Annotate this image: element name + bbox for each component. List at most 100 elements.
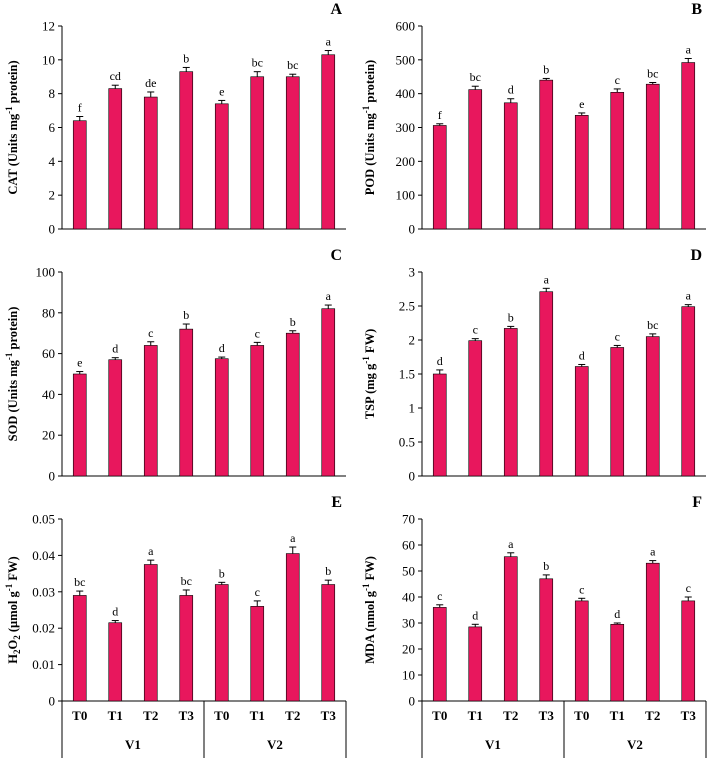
panel-f-bar — [503, 556, 518, 702]
panel-f-significance-letter: d — [614, 607, 620, 621]
panel-f-y-tick-label: 10 — [402, 668, 415, 683]
panel-b-significance-letter: a — [686, 42, 692, 56]
panel-b-panel-label: B — [691, 1, 702, 18]
panel-f-significance-letter: c — [579, 582, 584, 596]
panel-e-x-category-label: T0 — [72, 708, 87, 723]
panel-e-bar — [321, 584, 336, 702]
panel-b-bar — [539, 79, 554, 230]
panel-f-y-tick-label: 20 — [402, 642, 415, 657]
panel-e-y-axis-title-part: O — [6, 639, 20, 649]
panel-f-y-tick-label: 30 — [402, 616, 415, 631]
panel-e-y-tick-label: 0 — [49, 694, 56, 709]
panel-b-significance-letter: b — [543, 62, 549, 76]
panel-e-y-tick-label: 0.05 — [32, 512, 55, 527]
panel-e-significance-letter: c — [255, 585, 260, 599]
panel-e-y-tick-label: 0.02 — [32, 621, 55, 636]
panel-a-significance-letter: bc — [287, 58, 298, 72]
panel-b-bar — [432, 125, 447, 230]
panel-a-bar — [250, 76, 265, 230]
panel-b-significance-letter: e — [579, 97, 584, 111]
panel-e-significance-letter: bc — [74, 575, 85, 589]
panel-c-significance-letter: b — [290, 315, 296, 329]
panel-e-x-category-label: T2 — [143, 708, 158, 723]
panel-b-significance-letter: bc — [470, 70, 481, 84]
panel-b-significance-letter: c — [615, 73, 620, 87]
panel-f-bar — [468, 626, 483, 702]
panel-d-bar — [432, 373, 447, 477]
panel-f-x-group-label: V1 — [485, 737, 501, 752]
panel-e-bar — [108, 622, 123, 702]
panel-e-y-axis-title-part: H — [6, 654, 20, 664]
panel-d-bar — [468, 340, 483, 477]
panel-a-y-tick-label: 4 — [49, 154, 56, 169]
panel-a-y-tick-label: 2 — [49, 188, 56, 203]
panel-b-y-axis-title-part: protein) — [363, 60, 377, 106]
panel-f-x-category-label: T2 — [645, 708, 660, 723]
panel-e-bar — [214, 584, 229, 702]
panel-f-significance-letter: c — [437, 589, 442, 603]
panel-d-significance-letter: a — [686, 289, 692, 303]
panel-b-bar — [574, 115, 589, 230]
panel-e-y-axis-title-part: (µmol g — [6, 590, 20, 635]
panel-f-y-axis-title-part: -1 — [361, 583, 371, 591]
panel-b-bar — [610, 92, 625, 230]
panel-c-chart: 0 20 40 60 80 100 SOD (Units mg-1 protein) e d c b… — [4, 247, 346, 484]
panel-c-y-axis-title: SOD (Units mg-1 protein) — [4, 307, 20, 442]
panel-f-x-category-label: T3 — [539, 708, 555, 723]
panel-c-y-axis-title-part: SOD (Units mg — [6, 359, 20, 441]
panel-e-x-category-label: T3 — [179, 708, 195, 723]
panel-e-significance-letter: b — [325, 564, 331, 578]
panel-d-y-tick-label: 2 — [409, 333, 416, 348]
panel-b-bar — [503, 102, 518, 230]
panel-a-y-tick-label: 12 — [42, 19, 55, 34]
panel-d-chart: 0 0.5 1 1.5 2 2.5 3 TSP (mg g-1 FW) d c b a d c bc a D — [361, 247, 706, 484]
panel-c-bar — [179, 328, 194, 477]
panel-d-y-tick-label: 1 — [409, 401, 416, 416]
panel-a-significance-letter: b — [183, 51, 189, 65]
panel-e-bar — [72, 595, 87, 702]
panel-f-bar — [610, 623, 625, 702]
panel-c-y-axis-title-part: protein) — [6, 307, 20, 353]
panel-a-significance-letter: e — [219, 84, 224, 98]
panel-c-significance-letter: a — [326, 289, 332, 303]
panel-f-bar — [645, 562, 660, 702]
panel-a-y-axis-title-part: -1 — [4, 106, 14, 114]
panel-a-significance-letter: cd — [110, 69, 121, 83]
panel-c-significance-letter: d — [112, 342, 118, 356]
panel-b-bar — [468, 89, 483, 230]
panel-a-y-tick-label: 6 — [49, 120, 56, 135]
panel-a-y-tick-label: 8 — [49, 86, 56, 101]
panel-a-bar — [214, 103, 229, 230]
panel-d-bar — [574, 366, 589, 477]
panel-e-x-category-label: T0 — [214, 708, 229, 723]
panel-c-significance-letter: c — [255, 326, 260, 340]
panel-c-significance-letter: d — [219, 341, 225, 355]
panel-c-significance-letter: e — [77, 356, 82, 370]
panel-e-x-category-label: T1 — [250, 708, 265, 723]
panel-d-bar — [503, 328, 518, 477]
panel-c-y-tick-label: 60 — [42, 346, 55, 361]
panel-c-y-tick-label: 40 — [42, 387, 55, 402]
panel-e-x-category-label: T2 — [285, 708, 300, 723]
panel-a-significance-letter: bc — [252, 56, 263, 70]
panel-f-chart: 0 10 20 30 40 50 60 70 MDA (nmol g-1 FW) c d a b c d a c… — [361, 494, 707, 759]
panel-f-y-axis-title-part: MDA (nmol g — [363, 590, 377, 664]
panel-c-y-tick-label: 80 — [42, 305, 55, 320]
panel-b-y-axis-title: POD (Units mg-1 protein) — [361, 60, 377, 195]
panel-a-significance-letter: de — [145, 76, 156, 90]
panel-c-y-axis-title-part: -1 — [4, 352, 14, 360]
panel-c-bar — [108, 359, 123, 477]
panel-d-significance-letter: d — [579, 348, 585, 362]
panel-d-y-tick-label: 1.5 — [399, 367, 415, 382]
panel-e-x-category-label: T3 — [321, 708, 337, 723]
panel-d-significance-letter: bc — [647, 318, 658, 332]
panel-d-significance-letter: b — [508, 310, 514, 324]
panel-a-y-tick-label: 10 — [42, 52, 55, 67]
panel-b-y-tick-label: 100 — [396, 188, 416, 203]
panel-d-significance-letter: c — [473, 323, 478, 337]
panel-a-panel-label: A — [330, 1, 342, 18]
panel-f-significance-letter: c — [686, 581, 691, 595]
panel-e-bar — [179, 595, 194, 702]
